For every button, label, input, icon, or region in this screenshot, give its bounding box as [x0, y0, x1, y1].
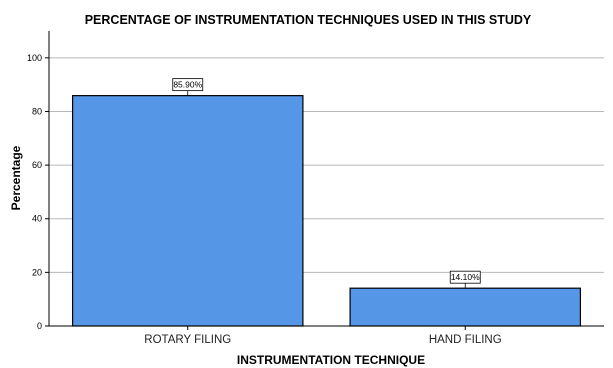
y-tick-label: 60 [32, 160, 42, 170]
y-tick-label: 40 [32, 214, 42, 224]
bars [71, 95, 582, 327]
data-label: 85.90% [173, 80, 202, 90]
x-axis-title: INSTRUMENTATION TECHNIQUE [237, 353, 425, 367]
x-tick-label: HAND FILING [429, 334, 502, 346]
data-label: 14.10% [451, 272, 480, 282]
y-tick-label: 100 [27, 53, 42, 63]
x-tick-label: ROTARY FILING [144, 334, 231, 346]
bar [349, 287, 582, 327]
y-tick-label: 0 [37, 321, 42, 331]
labels: 0 20 40 60 80 100 ROTARY FILING 85.90% HAND FILI… [27, 53, 502, 346]
chart-title: PERCENTAGE OF INSTRUMENTATION TECHNIQUES… [85, 13, 532, 27]
y-tick-label: 80 [32, 106, 42, 116]
bar [71, 95, 304, 327]
y-axis-title: Percentage [9, 145, 23, 210]
y-tick-label: 20 [32, 267, 42, 277]
